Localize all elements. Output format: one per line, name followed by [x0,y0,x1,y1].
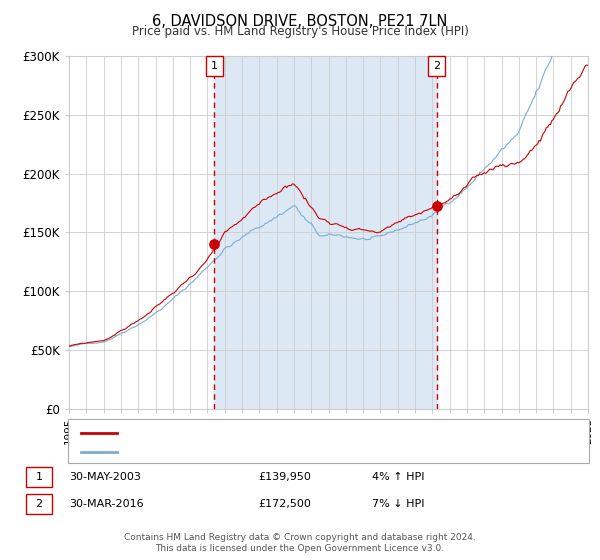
Text: 30-MAY-2003: 30-MAY-2003 [69,472,141,482]
Text: Price paid vs. HM Land Registry's House Price Index (HPI): Price paid vs. HM Land Registry's House … [131,25,469,38]
Point [432,202,442,211]
FancyBboxPatch shape [206,55,223,76]
Text: £172,500: £172,500 [258,499,311,509]
Text: 6, DAVIDSON DRIVE, BOSTON, PE21 7LN (detached house): 6, DAVIDSON DRIVE, BOSTON, PE21 7LN (det… [123,428,428,438]
Text: 1: 1 [35,472,43,482]
Text: 1: 1 [211,60,218,71]
Text: 2: 2 [35,499,43,509]
Text: 6, DAVIDSON DRIVE, BOSTON, PE21 7LN: 6, DAVIDSON DRIVE, BOSTON, PE21 7LN [152,14,448,29]
Text: This data is licensed under the Open Government Licence v3.0.: This data is licensed under the Open Gov… [155,544,445,553]
Text: Contains HM Land Registry data © Crown copyright and database right 2024.: Contains HM Land Registry data © Crown c… [124,533,476,542]
FancyBboxPatch shape [428,55,445,76]
Text: £139,950: £139,950 [258,472,311,482]
Point [209,240,219,249]
Text: HPI: Average price, detached house, Boston: HPI: Average price, detached house, Bost… [123,446,352,456]
Text: 7% ↓ HPI: 7% ↓ HPI [372,499,425,509]
Text: 30-MAR-2016: 30-MAR-2016 [69,499,143,509]
Text: 2: 2 [433,60,440,71]
Bar [214,56,437,409]
Text: 4% ↑ HPI: 4% ↑ HPI [372,472,425,482]
